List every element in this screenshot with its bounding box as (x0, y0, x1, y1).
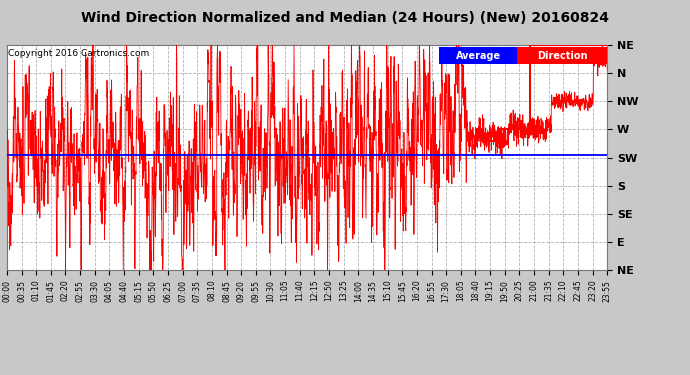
Text: Average: Average (455, 51, 501, 61)
FancyBboxPatch shape (439, 47, 518, 64)
Text: Direction: Direction (537, 51, 587, 61)
Text: Wind Direction Normalized and Median (24 Hours) (New) 20160824: Wind Direction Normalized and Median (24… (81, 11, 609, 25)
FancyBboxPatch shape (518, 47, 607, 64)
Text: Copyright 2016 Cartronics.com: Copyright 2016 Cartronics.com (8, 50, 149, 58)
